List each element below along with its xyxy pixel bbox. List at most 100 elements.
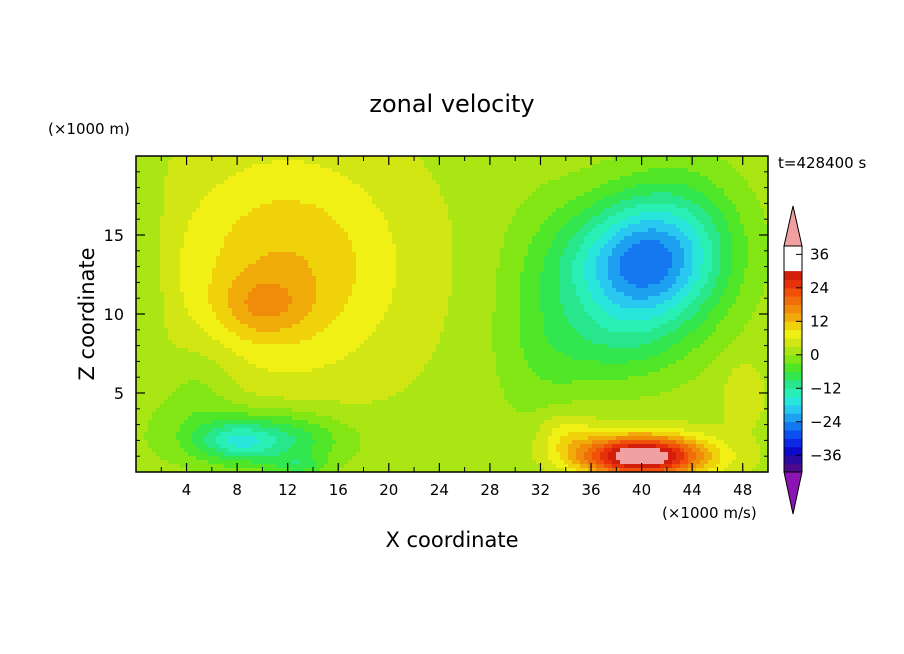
field-cell: [372, 240, 377, 245]
field-cell: [224, 168, 229, 173]
field-cell: [284, 276, 289, 281]
field-cell: [440, 184, 445, 189]
field-cell: [692, 216, 697, 221]
field-cell: [552, 240, 557, 245]
field-cell: [516, 264, 521, 269]
field-cell: [272, 192, 277, 197]
field-cell: [460, 212, 465, 217]
field-cell: [760, 200, 765, 205]
field-cell: [236, 212, 241, 217]
field-cell: [440, 272, 445, 277]
field-cell: [380, 216, 385, 221]
field-cell: [712, 248, 717, 253]
field-cell: [292, 184, 297, 189]
field-cell: [168, 220, 173, 225]
field-cell: [456, 164, 461, 169]
field-cell: [544, 256, 549, 261]
field-cell: [724, 188, 729, 193]
field-cell: [140, 156, 145, 161]
field-cell: [160, 280, 165, 285]
field-cell: [356, 260, 361, 265]
field-cell: [408, 260, 413, 265]
field-cell: [300, 212, 305, 217]
field-cell: [356, 164, 361, 169]
field-cell: [528, 260, 533, 265]
field-cell: [208, 272, 213, 277]
field-cell: [528, 268, 533, 273]
field-cell: [632, 256, 637, 261]
field-cell: [652, 228, 657, 233]
field-cell: [512, 184, 517, 189]
field-cell: [224, 156, 229, 161]
field-cell: [188, 200, 193, 205]
field-cell: [328, 216, 333, 221]
field-cell: [156, 164, 161, 169]
field-cell: [484, 276, 489, 281]
field-cell: [536, 172, 541, 177]
field-cell: [156, 232, 161, 237]
field-cell: [584, 264, 589, 269]
field-cell: [176, 264, 181, 269]
field-cell: [288, 272, 293, 277]
field-cell: [324, 212, 329, 217]
field-cell: [664, 232, 669, 237]
field-cell: [588, 212, 593, 217]
field-cell: [508, 204, 513, 209]
field-cell: [216, 172, 221, 177]
field-cell: [148, 196, 153, 201]
field-cell: [260, 192, 265, 197]
field-cell: [260, 240, 265, 245]
field-cell: [748, 184, 753, 189]
field-cell: [360, 212, 365, 217]
field-cell: [272, 216, 277, 221]
field-cell: [156, 248, 161, 253]
field-cell: [484, 208, 489, 213]
field-cell: [284, 232, 289, 237]
field-cell: [524, 192, 529, 197]
field-cell: [244, 260, 249, 265]
field-cell: [212, 160, 217, 165]
field-cell: [452, 240, 457, 245]
field-cell: [552, 252, 557, 257]
field-cell: [248, 280, 253, 285]
field-cell: [608, 212, 613, 217]
field-cell: [304, 156, 309, 161]
field-cell: [472, 176, 477, 181]
field-cell: [264, 212, 269, 217]
field-cell: [228, 204, 233, 209]
field-cell: [644, 200, 649, 205]
field-cell: [404, 248, 409, 253]
field-cell: [372, 224, 377, 229]
field-cell: [172, 172, 177, 177]
field-cell: [368, 192, 373, 197]
field-cell: [536, 212, 541, 217]
field-cell: [464, 204, 469, 209]
field-cell: [628, 276, 633, 281]
field-cell: [212, 232, 217, 237]
field-cell: [744, 172, 749, 177]
field-cell: [200, 216, 205, 221]
field-cell: [568, 220, 573, 225]
field-cell: [352, 268, 357, 273]
field-cell: [740, 200, 745, 205]
field-cell: [540, 260, 545, 265]
field-cell: [736, 192, 741, 197]
field-cell: [600, 268, 605, 273]
field-cell: [384, 204, 389, 209]
field-cell: [204, 156, 209, 161]
field-cell: [412, 240, 417, 245]
field-cell: [556, 264, 561, 269]
field-cell: [452, 208, 457, 213]
field-cell: [232, 232, 237, 237]
field-cell: [436, 260, 441, 265]
field-cell: [204, 216, 209, 221]
field-cell: [448, 236, 453, 241]
field-cell: [492, 236, 497, 241]
field-cell: [268, 248, 273, 253]
field-cell: [736, 180, 741, 185]
field-cell: [608, 220, 613, 225]
field-cell: [728, 260, 733, 265]
field-cell: [232, 184, 237, 189]
field-cell: [384, 192, 389, 197]
field-cell: [700, 236, 705, 241]
